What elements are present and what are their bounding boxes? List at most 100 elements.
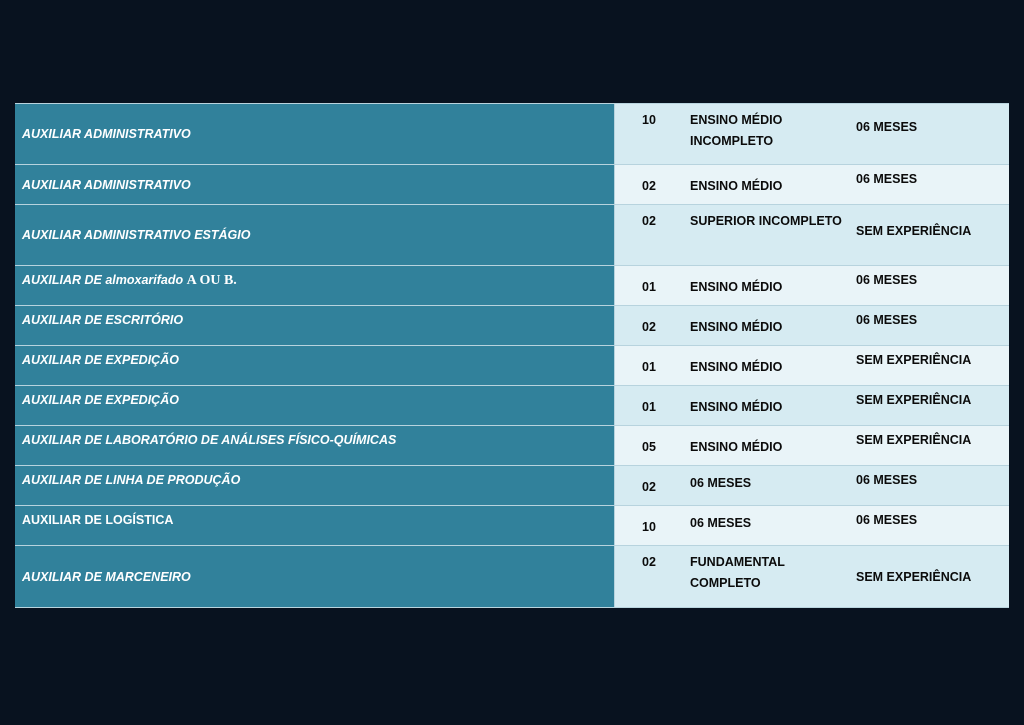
experience-cell: SEM EXPERIÊNCIA xyxy=(856,205,1009,265)
role-text: AUXILIAR ADMINISTRATIVO xyxy=(22,127,191,141)
vacancies-cell: 02 xyxy=(615,165,688,204)
table-row: AUXILIAR ADMINISTRATIVO 02 ENSINO MÉDIO … xyxy=(15,165,1009,205)
role-cell: AUXILIAR DE LABORATÓRIO DE ANÁLISES FÍSI… xyxy=(15,426,615,465)
table-row: AUXILIAR DE EXPEDIÇÃO 01 ENSINO MÉDIO SE… xyxy=(15,386,1009,426)
vacancies-text: 01 xyxy=(642,400,656,414)
experience-text: SEM EXPERIÊNCIA xyxy=(856,224,972,238)
education-text: ENSINO MÉDIO xyxy=(690,178,783,193)
education-cell: ENSINO MÉDIO xyxy=(688,306,856,345)
vacancies-text: 10 xyxy=(642,113,656,127)
experience-text: SEM EXPERIÊNCIA xyxy=(856,569,972,584)
experience-text: 06 MESES xyxy=(856,172,918,186)
experience-text: 06 MESES xyxy=(856,120,918,134)
experience-text: SEM EXPERIÊNCIA xyxy=(856,353,972,367)
table-row: AUXILIAR DE LOGÍSTICA 10 06 MESES 06 MES… xyxy=(15,506,1009,546)
education-cell: ENSINO MÉDIO xyxy=(688,346,856,385)
role-text: AUXILIAR ADMINISTRATIVO ESTÁGIO xyxy=(22,228,251,242)
education-cell: ENSINO MÉDIO INCOMPLETO xyxy=(688,104,856,164)
education-text: ENSINO MÉDIO xyxy=(690,279,783,294)
role-text: AUXILIAR ADMINISTRATIVO xyxy=(22,177,191,192)
experience-cell: 06 MESES xyxy=(856,306,1009,345)
role-cell: AUXILIAR DE EXPEDIÇÃO xyxy=(15,346,615,385)
experience-text: 06 MESES xyxy=(856,273,918,287)
experience-cell: SEM EXPERIÊNCIA xyxy=(856,426,1009,465)
role-suffix-text: A OU B. xyxy=(186,273,237,288)
role-text: AUXILIAR DE ESCRITÓRIO xyxy=(22,313,184,327)
role-text: AUXILIAR DE LINHA DE PRODUÇÃO xyxy=(22,473,241,487)
education-cell: 06 MESES xyxy=(688,506,856,545)
vacancies-cell: 05 xyxy=(615,426,688,465)
experience-cell: SEM EXPERIÊNCIA xyxy=(856,346,1009,385)
vacancies-text: 02 xyxy=(642,179,656,193)
role-cell: AUXILIAR DE almoxarifado A OU B. xyxy=(15,266,615,305)
education-text: ENSINO MÉDIO xyxy=(690,319,783,334)
vacancies-cell: 02 xyxy=(615,466,688,505)
vacancies-cell: 10 xyxy=(615,506,688,545)
role-text: AUXILIAR DE EXPEDIÇÃO xyxy=(22,393,179,407)
role-cell: AUXILIAR DE LINHA DE PRODUÇÃO xyxy=(15,466,615,505)
table-row: AUXILIAR DE EXPEDIÇÃO 01 ENSINO MÉDIO SE… xyxy=(15,346,1009,386)
vacancies-cell: 01 xyxy=(615,386,688,425)
vacancies-cell: 01 xyxy=(615,346,688,385)
role-cell: AUXILIAR DE EXPEDIÇÃO xyxy=(15,386,615,425)
education-cell: ENSINO MÉDIO xyxy=(688,426,856,465)
job-table: AUXILIAR ADMINISTRATIVO 10 ENSINO MÉDIO … xyxy=(15,103,1009,608)
role-text: AUXILIAR DE LABORATÓRIO DE ANÁLISES FÍSI… xyxy=(22,433,397,447)
education-cell: ENSINO MÉDIO xyxy=(688,386,856,425)
education-text: 06 MESES xyxy=(690,476,752,490)
table-row: AUXILIAR DE almoxarifado A OU B. 01 ENSI… xyxy=(15,266,1009,306)
role-cell: AUXILIAR DE ESCRITÓRIO xyxy=(15,306,615,345)
education-cell: ENSINO MÉDIO xyxy=(688,165,856,204)
experience-cell: 06 MESES xyxy=(856,466,1009,505)
education-text: ENSINO MÉDIO xyxy=(690,359,783,374)
education-cell: 06 MESES xyxy=(688,466,856,505)
role-cell: AUXILIAR DE MARCENEIRO xyxy=(15,546,615,607)
vacancies-text: 01 xyxy=(642,280,656,294)
vacancies-text: 02 xyxy=(642,555,656,569)
table-row: AUXILIAR DE LABORATÓRIO DE ANÁLISES FÍSI… xyxy=(15,426,1009,466)
table-row: AUXILIAR ADMINISTRATIVO ESTÁGIO 02 SUPER… xyxy=(15,205,1009,266)
table-row: AUXILIAR DE MARCENEIRO 02 FUNDAMENTAL CO… xyxy=(15,546,1009,607)
experience-cell: 06 MESES xyxy=(856,165,1009,204)
experience-text: 06 MESES xyxy=(856,513,918,527)
experience-text: 06 MESES xyxy=(856,473,918,487)
table-row: AUXILIAR ADMINISTRATIVO 10 ENSINO MÉDIO … xyxy=(15,104,1009,165)
education-text: ENSINO MÉDIO xyxy=(690,439,783,454)
role-cell: AUXILIAR ADMINISTRATIVO ESTÁGIO xyxy=(15,205,615,265)
vacancies-text: 05 xyxy=(642,440,656,454)
vacancies-text: 02 xyxy=(642,480,656,494)
education-text: ENSINO MÉDIO xyxy=(690,399,783,414)
education-text: 06 MESES xyxy=(690,516,752,530)
experience-cell: 06 MESES xyxy=(856,104,1009,164)
education-cell: FUNDAMENTAL COMPLETO xyxy=(688,546,856,607)
experience-text: SEM EXPERIÊNCIA xyxy=(856,393,972,407)
vacancies-cell: 02 xyxy=(615,306,688,345)
role-cell: AUXILIAR ADMINISTRATIVO xyxy=(15,104,615,164)
vacancies-cell: 02 xyxy=(615,205,688,265)
education-text: SUPERIOR INCOMPLETO xyxy=(690,214,842,228)
education-cell: SUPERIOR INCOMPLETO xyxy=(688,205,856,265)
role-cell: AUXILIAR DE LOGÍSTICA xyxy=(15,506,615,545)
vacancies-cell: 01 xyxy=(615,266,688,305)
vacancies-text: 10 xyxy=(642,520,656,534)
experience-cell: 06 MESES xyxy=(856,506,1009,545)
experience-cell: 06 MESES xyxy=(856,266,1009,305)
experience-text: SEM EXPERIÊNCIA xyxy=(856,433,972,447)
experience-text: 06 MESES xyxy=(856,313,918,327)
vacancies-text: 02 xyxy=(642,214,656,228)
experience-cell: SEM EXPERIÊNCIA xyxy=(856,386,1009,425)
education-text: ENSINO MÉDIO INCOMPLETO xyxy=(690,113,783,148)
table-row: AUXILIAR DE ESCRITÓRIO 02 ENSINO MÉDIO 0… xyxy=(15,306,1009,346)
role-text: AUXILIAR DE MARCENEIRO xyxy=(22,569,191,584)
education-cell: ENSINO MÉDIO xyxy=(688,266,856,305)
vacancies-cell: 10 xyxy=(615,104,688,164)
table-row: AUXILIAR DE LINHA DE PRODUÇÃO 02 06 MESE… xyxy=(15,466,1009,506)
role-text: AUXILIAR DE EXPEDIÇÃO xyxy=(22,353,179,367)
role-text: AUXILIAR DE almoxarifado xyxy=(22,273,184,287)
role-cell: AUXILIAR ADMINISTRATIVO xyxy=(15,165,615,204)
vacancies-text: 02 xyxy=(642,320,656,334)
role-text: AUXILIAR DE LOGÍSTICA xyxy=(22,513,174,527)
vacancies-cell: 02 xyxy=(615,546,688,607)
experience-cell: SEM EXPERIÊNCIA xyxy=(856,546,1009,607)
